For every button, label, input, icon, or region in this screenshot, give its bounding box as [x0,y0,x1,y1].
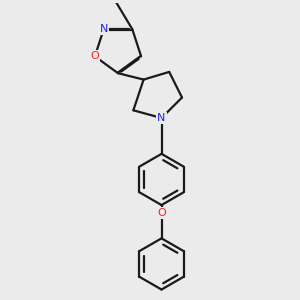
Text: O: O [157,208,166,218]
Text: O: O [91,51,99,62]
Text: N: N [157,113,166,123]
Text: N: N [100,24,108,34]
